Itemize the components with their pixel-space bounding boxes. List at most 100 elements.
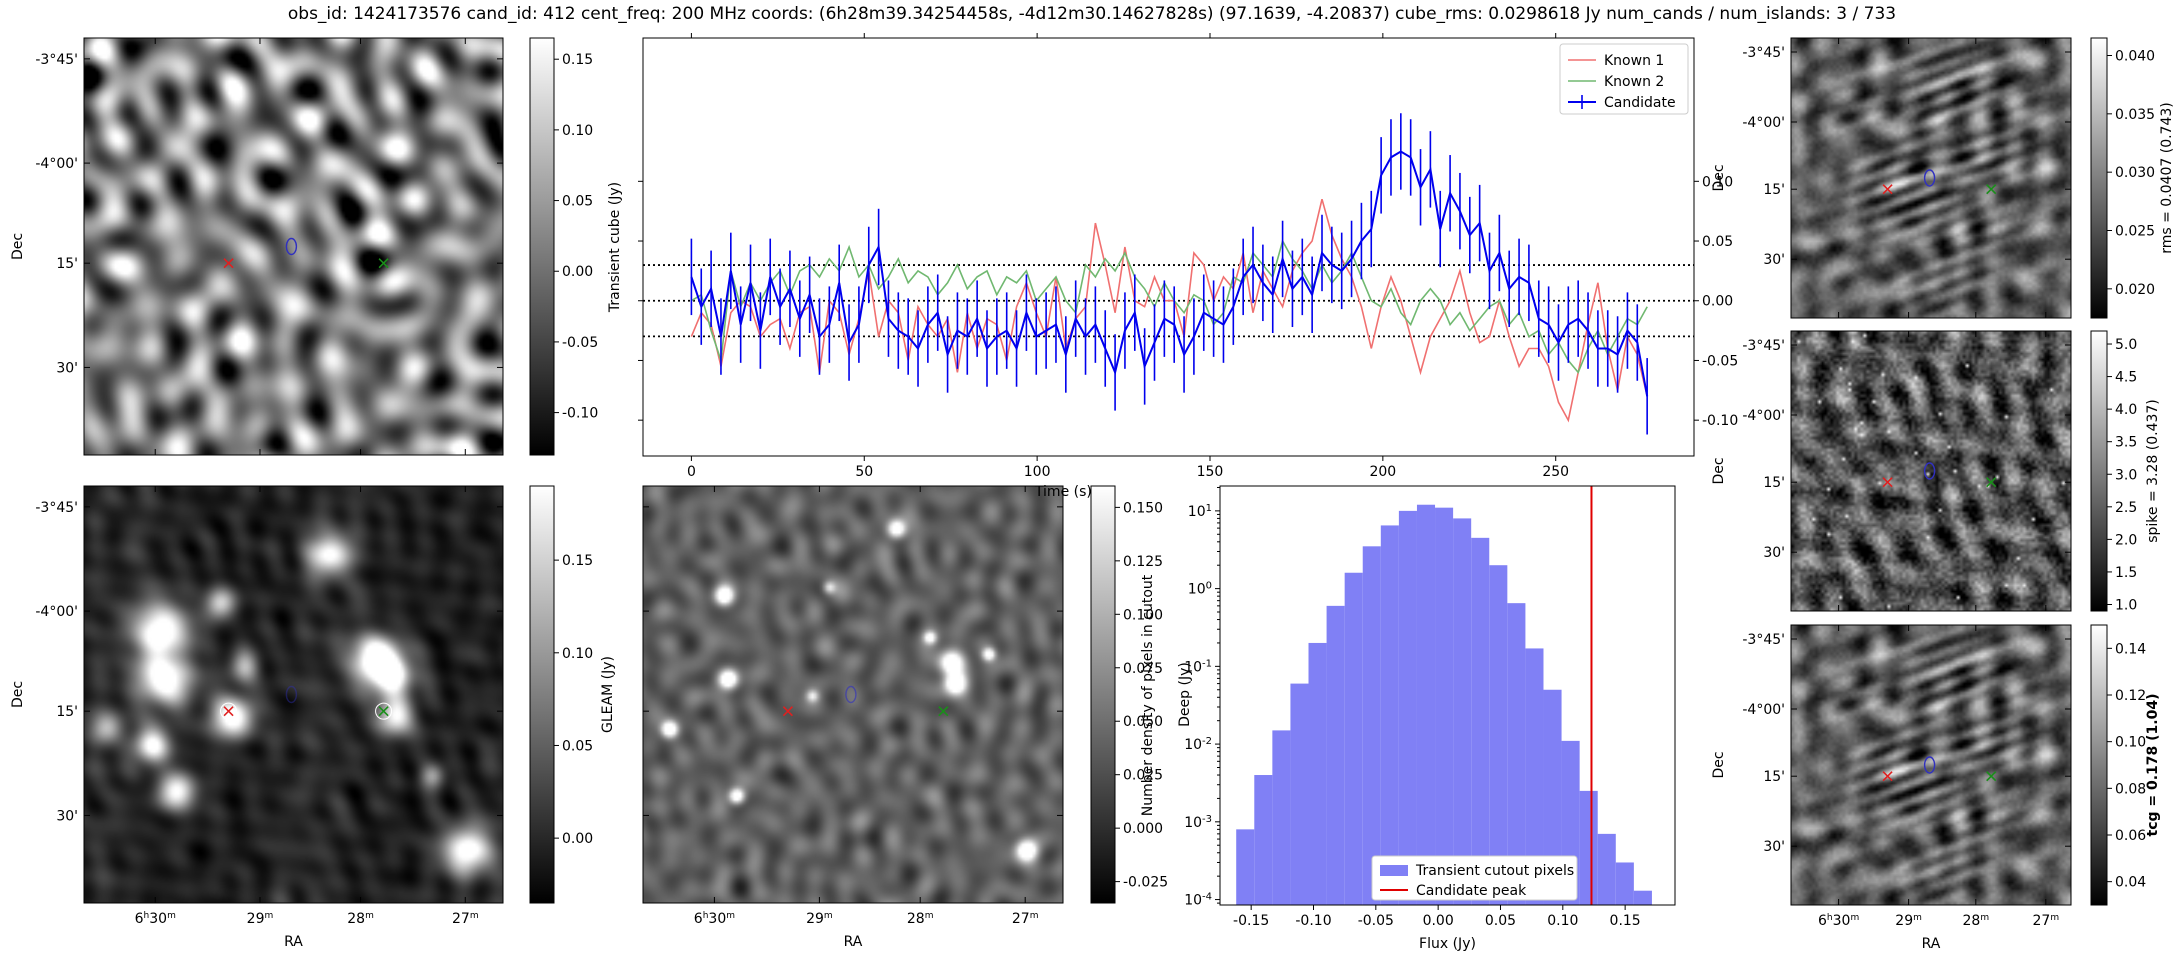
gleam-image-frame xyxy=(83,485,504,904)
colorbar-tick-label: 4.5 xyxy=(2115,370,2137,386)
spike-image-frame xyxy=(1790,330,2072,612)
histogram-bar xyxy=(1453,518,1472,905)
tcg-image-frame xyxy=(1790,624,2072,906)
colorbar-tick-label: 0.10 xyxy=(562,646,593,662)
colorbar-label: spike = 3.28 (0.437) xyxy=(2145,399,2161,543)
histogram-bar xyxy=(1398,510,1417,905)
x-tick-label: 0.15 xyxy=(1610,913,1641,929)
colorbar-tick-label: 0.025 xyxy=(2115,224,2155,240)
dec-tick-label: 30' xyxy=(1763,545,1785,561)
spike-image-panel: -3°45' -4°00' 15' 30' Dec xyxy=(1711,330,2072,612)
y-tick-label: 10-1 xyxy=(1184,658,1212,676)
colorbar-tick-label: 2.0 xyxy=(2115,532,2137,548)
known1-marker xyxy=(223,706,234,717)
colorbar-tick-label: 0.000 xyxy=(1123,821,1163,837)
colorbar-tick-label: 5.0 xyxy=(2115,337,2137,353)
ra-tick-label: 28m xyxy=(1962,913,1989,929)
dec-tick-label: -3°45' xyxy=(35,52,78,68)
histogram-bar xyxy=(1633,890,1652,905)
known2-marker xyxy=(378,706,389,717)
known2-marker xyxy=(1986,184,1997,195)
gleam-image-panel: -3°45' -4°00' 15' 30' 6h30m 29m 28m 27m Dec RA xyxy=(10,485,504,950)
known1-marker xyxy=(782,706,793,717)
candidate-contour xyxy=(1923,756,1936,774)
colorbar-tick-label: 0.125 xyxy=(1123,554,1163,570)
colorbar-tick-label: 0.05 xyxy=(562,194,593,210)
known1-marker xyxy=(1882,477,1893,488)
dec-tick-label: -3°45' xyxy=(1742,338,1785,354)
histogram-bar xyxy=(1344,572,1363,905)
histogram-bar xyxy=(1416,504,1436,905)
y-tick-label: 100 xyxy=(1188,580,1212,598)
cube-image-frame xyxy=(83,37,504,456)
tcg-image-colorbar: 0.14 0.12 0.10 0.08 0.06 0.04 tcg = 0.178 (1.0… xyxy=(2090,624,2161,906)
tcg-image-panel: -3°45' -4°00' 15' 30' 6h30m 29m 28m 27m Dec RA xyxy=(1711,624,2072,952)
deep-image-pixels xyxy=(643,486,1063,903)
colorbar-body xyxy=(2090,624,2108,906)
colorbar-body xyxy=(1090,485,1116,904)
x-axis-label: Time (s) xyxy=(1034,484,1092,500)
deep-image-colorbar: 0.150 0.125 0.100 0.075 0.050 0.025 0.000 -0.02… xyxy=(1090,485,1193,904)
histogram-bar xyxy=(1308,642,1327,905)
rms-image-colorbar: 0.040 0.035 0.030 0.025 0.020 rms = 0.0407 (0… xyxy=(2090,37,2175,319)
colorbar-tick-label: 0.15 xyxy=(562,52,593,68)
histogram-bar xyxy=(1290,683,1309,905)
x-tick-label: -0.10 xyxy=(1295,913,1331,929)
x-tick-label: 50 xyxy=(855,464,873,480)
x-tick-label: -0.05 xyxy=(1358,913,1394,929)
colorbar-tick-label: 0.100 xyxy=(1123,607,1163,623)
colorbar-tick-label: 0.150 xyxy=(1123,500,1163,516)
colorbar-label: Deep (Jy) xyxy=(1177,662,1193,727)
ra-axis-label: RA xyxy=(844,934,863,950)
ra-tick-label: 28m xyxy=(907,911,934,927)
legend-label: Candidate xyxy=(1604,95,1676,111)
legend-label: Known 1 xyxy=(1604,53,1664,69)
legend-label: Candidate peak xyxy=(1416,883,1527,899)
colorbar-tick-label: -0.10 xyxy=(562,406,598,422)
cube-image-pixels xyxy=(84,38,503,455)
dec-tick-label: -3°45' xyxy=(1742,632,1785,648)
known2-ring xyxy=(375,702,393,720)
dec-axis-label: Dec xyxy=(10,233,26,260)
colorbar-tick-label: 3.5 xyxy=(2115,435,2137,451)
ra-axis-label: RA xyxy=(1922,936,1941,952)
histogram-bar xyxy=(1471,537,1490,905)
histogram-bar xyxy=(1272,730,1291,905)
lightcurve-frame xyxy=(642,37,1695,457)
y-tick-label: 0.00 xyxy=(1702,294,1733,310)
histogram-frame xyxy=(1219,485,1676,906)
colorbar-tick-label: 0.10 xyxy=(562,123,593,139)
colorbar-tick-label: 0.05 xyxy=(562,738,593,754)
x-tick-label: 0.10 xyxy=(1547,913,1578,929)
dec-tick-label: 30' xyxy=(56,360,78,376)
dec-tick-label: 15' xyxy=(1763,182,1785,198)
colorbar-label: rms = 0.0407 (0.743) xyxy=(2159,102,2175,254)
colorbar-tick-label: 0.04 xyxy=(2115,875,2146,891)
lightcurve-chart: 0 50 100 150 200 250 -0.10 -0.05 0.00 0.05 0.10 Tra… xyxy=(607,33,1738,500)
candidate-contour xyxy=(845,685,857,704)
candidate-contour xyxy=(285,237,298,256)
colorbar-tick-label: 1.5 xyxy=(2115,565,2137,581)
y-tick-label: 10-3 xyxy=(1184,813,1212,831)
gleam-image-colorbar: 0.15 0.10 0.05 0.00 GLEAM (Jy) xyxy=(529,485,616,904)
colorbar-tick-label: 0.00 xyxy=(562,831,593,847)
spike-image-pixels xyxy=(1791,331,2071,611)
colorbar-tick-label: 3.0 xyxy=(2115,467,2137,483)
histogram-bar xyxy=(1525,648,1544,905)
colorbar-tick-label: -0.025 xyxy=(1123,875,1168,891)
colorbar-tick-label: 0.10 xyxy=(2115,735,2146,751)
x-tick-label: 100 xyxy=(1024,464,1051,480)
ra-tick-label: 6h30m xyxy=(135,911,176,927)
candidate-contour xyxy=(1923,462,1936,480)
y-tick-label: 101 xyxy=(1188,502,1212,520)
colorbar-tick-label: 0.035 xyxy=(2115,107,2155,123)
x-tick-label: 150 xyxy=(1197,464,1224,480)
colorbar-tick-label: 0.08 xyxy=(2115,781,2146,797)
legend-label: Known 2 xyxy=(1604,74,1664,90)
colorbar-tick-label: 4.0 xyxy=(2115,402,2137,418)
dec-tick-label: -3°45' xyxy=(35,500,78,516)
ra-tick-label: 27m xyxy=(452,911,479,927)
dec-tick-label: 30' xyxy=(1763,252,1785,268)
cube-image-panel: -3°45' -4°00' 15' 30' Dec xyxy=(10,37,504,456)
